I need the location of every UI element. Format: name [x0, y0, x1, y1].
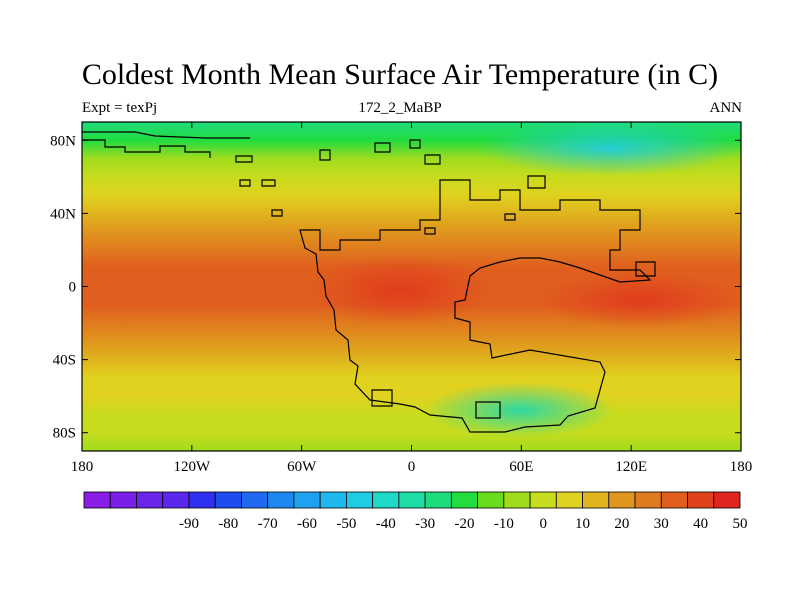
colorbar-swatch — [162, 491, 190, 509]
colorbar-swatch — [293, 491, 321, 509]
colorbar-swatch — [214, 491, 242, 509]
warm-anomaly-east — [540, 272, 740, 328]
colorbar-label: -70 — [258, 516, 278, 532]
lon-tick-label: 120W — [173, 459, 211, 475]
colorbar: -90 -80 -70 -60 -50 -40 -30 -20 -10 0 10 20 30 40 50 — [83, 491, 748, 532]
colorbar-label: 10 — [575, 516, 590, 532]
colorbar-swatch — [267, 491, 295, 509]
colorbar-swatch — [398, 491, 426, 509]
colorbar-swatch — [634, 491, 662, 509]
colorbar-swatch — [188, 491, 216, 509]
colorbar-label: -10 — [494, 516, 514, 532]
colorbar-label: -30 — [415, 516, 435, 532]
colorbar-swatch — [136, 491, 164, 509]
colorbar-swatch — [241, 491, 269, 509]
longitude-axis: 180 120W 60W 0 60E 120E 180 — [71, 122, 753, 475]
lat-tick-label: 0 — [69, 280, 77, 296]
colorbar-swatch — [503, 491, 531, 509]
lon-tick-label: 0 — [408, 459, 416, 475]
run-label: 172_2_MaBP — [358, 100, 442, 116]
colorbar-swatch — [319, 491, 347, 509]
lat-tick-label: 80S — [53, 426, 76, 442]
colorbar-swatch — [529, 491, 557, 509]
lat-tick-label: 40S — [53, 353, 76, 369]
lon-tick-label: 60E — [509, 459, 533, 475]
colorbar-swatch — [83, 491, 111, 509]
colorbar-swatch — [660, 491, 688, 509]
colorbar-swatch — [477, 491, 505, 509]
colorbar-swatch — [582, 491, 610, 509]
colorbar-label: 40 — [693, 516, 708, 532]
colorbar-swatch — [424, 491, 452, 509]
colorbar-swatch — [345, 491, 374, 509]
lat-tick-label: 40N — [50, 206, 76, 222]
lon-tick-label: 180 — [71, 459, 94, 475]
colorbar-swatch — [608, 491, 636, 509]
colorbar-label: -80 — [218, 516, 238, 532]
experiment-label: Expt = texPj — [82, 100, 158, 116]
north-coast-outline — [82, 131, 656, 419]
season-label: ANN — [709, 100, 743, 116]
temperature-field — [82, 122, 741, 451]
colorbar-label: 20 — [614, 516, 629, 532]
colorbar-label: 50 — [733, 516, 748, 532]
colorbar-swatch — [713, 491, 741, 509]
cold-anomaly-northeast — [480, 122, 740, 176]
lat-tick-label: 80N — [50, 133, 76, 149]
colorbar-swatch — [109, 491, 137, 509]
colorbar-swatch — [372, 491, 400, 509]
colorbar-label: -50 — [336, 516, 356, 532]
warm-anomaly-equatorial — [310, 255, 490, 325]
colorbar-label: -40 — [376, 516, 396, 532]
lon-tick-label: 180 — [730, 459, 753, 475]
map-title: Coldest Month Mean Surface Air Temperatu… — [81, 58, 719, 91]
continent-outline — [299, 179, 652, 433]
colorbar-swatch — [687, 491, 715, 509]
colorbar-label: -20 — [454, 516, 474, 532]
colorbar-label: -90 — [179, 516, 199, 532]
cold-anomaly-south — [425, 382, 615, 438]
lon-tick-label: 60W — [287, 459, 317, 475]
colorbar-swatch — [555, 491, 583, 509]
lon-tick-label: 120E — [615, 459, 647, 475]
latitude-axis: 80N 40N 0 40S 80S — [50, 133, 741, 442]
colorbar-swatch — [450, 491, 478, 509]
colorbar-label: -60 — [297, 516, 317, 532]
colorbar-label: 30 — [654, 516, 669, 532]
colorbar-label: 0 — [539, 516, 547, 532]
